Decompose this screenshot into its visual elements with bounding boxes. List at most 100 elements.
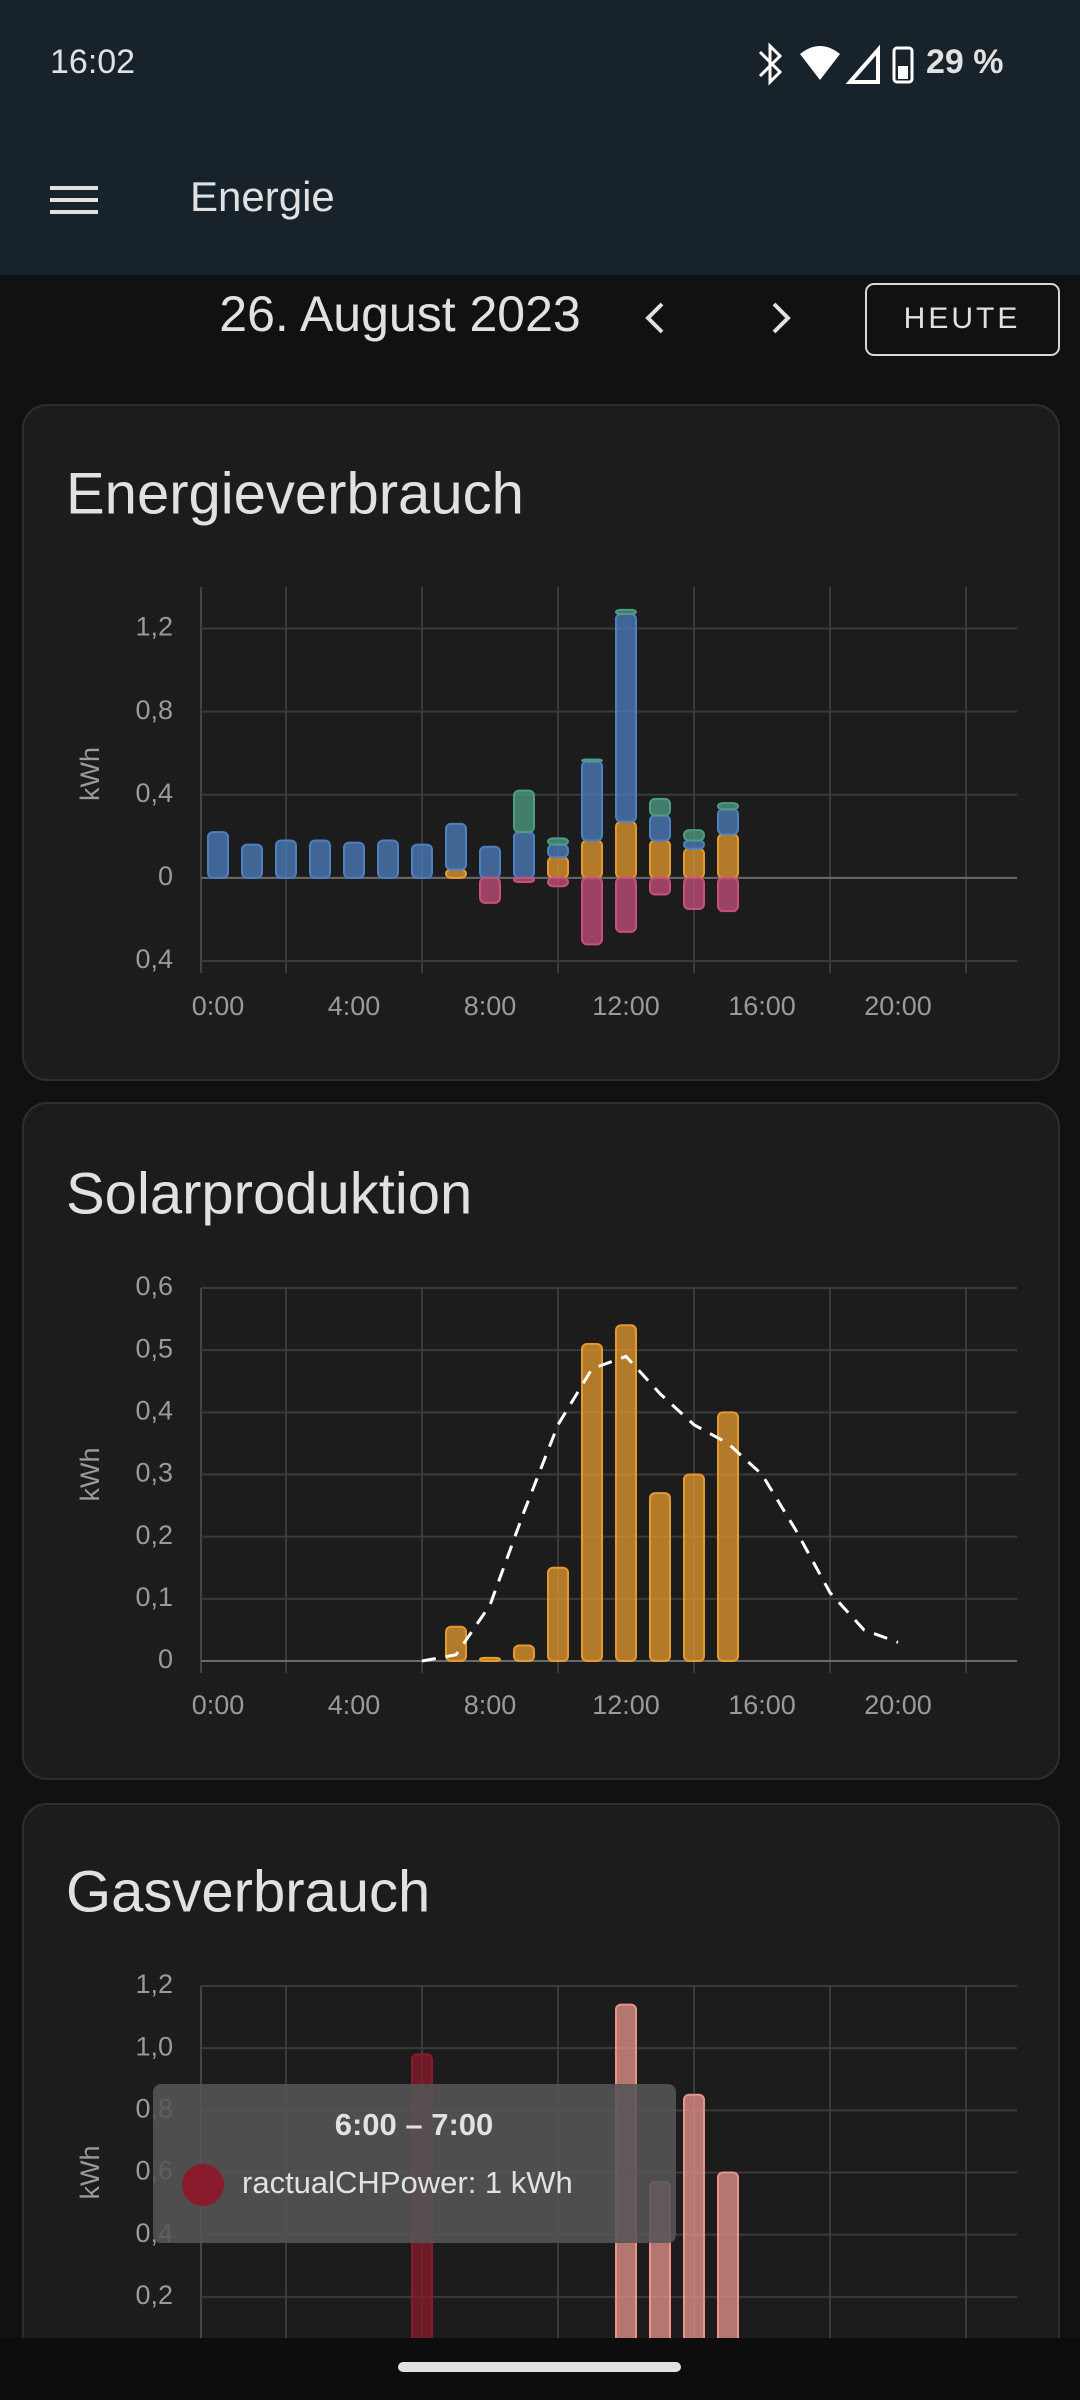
bar	[309, 839, 331, 879]
card-title: Solarproduktion	[66, 1161, 472, 1226]
x-tick-label: 20:00	[864, 991, 932, 1021]
y-tick-label: 1,2	[135, 1969, 173, 1999]
x-tick-label: 12:00	[592, 991, 660, 1021]
bar	[649, 814, 671, 842]
x-tick-label: 20:00	[864, 1690, 932, 1720]
bar	[547, 843, 569, 859]
bar	[717, 1411, 739, 1663]
bar	[615, 1324, 637, 1663]
y-tick-label: 0	[158, 861, 173, 891]
bar	[479, 1656, 501, 1663]
bar	[513, 1644, 535, 1663]
bar	[445, 1625, 467, 1663]
y-tick-label: 0,5	[135, 1333, 173, 1363]
bar	[717, 876, 739, 913]
bar	[683, 2093, 705, 2361]
bar	[717, 2171, 739, 2360]
date-label: 26. August 2023	[219, 286, 580, 342]
bar	[207, 831, 229, 879]
y-tick-label: 0,2	[135, 2280, 173, 2310]
bar	[615, 608, 637, 616]
status-battery: 29 %	[926, 43, 1004, 81]
bar	[241, 843, 263, 879]
bar	[717, 833, 739, 879]
x-tick-label: 4:00	[328, 1690, 381, 1720]
bar	[581, 876, 603, 946]
bar	[479, 845, 501, 879]
status-icons	[758, 42, 914, 86]
today-button[interactable]	[865, 283, 1060, 356]
bar	[581, 758, 603, 763]
x-tick-label: 8:00	[464, 991, 517, 1021]
bar	[581, 839, 603, 879]
bar	[717, 808, 739, 836]
y-tick-label: 0,3	[135, 1458, 173, 1488]
bar	[649, 839, 671, 879]
bar	[683, 847, 705, 879]
status-time: 16:02	[50, 43, 135, 81]
x-tick-label: 4:00	[328, 991, 381, 1021]
y-tick-label: 0	[158, 1644, 173, 1674]
bar	[377, 839, 399, 879]
menu-button[interactable]	[50, 186, 98, 214]
y-tick-label: 0,2	[135, 1520, 173, 1550]
bar	[615, 820, 637, 879]
y-tick-label: 0,4	[135, 944, 173, 974]
bar	[683, 1473, 705, 1662]
x-tick-label: 8:00	[464, 1690, 517, 1720]
tooltip: 6:00 – 7:00 ractualCHPower: 1 kWh	[153, 2084, 676, 2243]
forecast-line	[421, 1354, 899, 1663]
bar	[547, 876, 569, 888]
tooltip-title: 6:00 – 7:00	[335, 2107, 494, 2142]
card-title: Energieverbrauch	[66, 461, 524, 526]
y-axis-label: kWh	[75, 1448, 105, 1502]
x-tick-label: 0:00	[192, 991, 245, 1021]
y-axis-label: kWh	[75, 747, 105, 801]
bar	[445, 822, 467, 871]
bar	[411, 843, 433, 879]
bar	[717, 802, 739, 811]
bar	[275, 839, 297, 879]
bar	[683, 839, 705, 850]
app-bar	[0, 0, 1080, 275]
y-tick-label: 0,8	[135, 695, 173, 725]
bar	[683, 876, 705, 911]
bar	[615, 876, 637, 933]
y-tick-label: 1,2	[135, 612, 173, 642]
previous-day[interactable]	[645, 302, 664, 334]
y-tick-label: 1,0	[135, 2031, 173, 2061]
card	[22, 1102, 1060, 1780]
bar	[513, 831, 535, 879]
bar	[479, 876, 501, 904]
bar	[513, 789, 535, 834]
tooltip-box	[153, 2084, 676, 2243]
y-tick-label: 0,4	[135, 1395, 173, 1425]
y-tick-label: 0,4	[135, 778, 173, 808]
bar	[547, 856, 569, 879]
bar	[683, 829, 705, 842]
bar	[445, 868, 467, 879]
bar	[649, 876, 671, 896]
tooltip-swatch	[182, 2164, 224, 2206]
y-tick-label: 0,1	[135, 1582, 173, 1612]
bar	[649, 797, 671, 817]
x-tick-label: 16:00	[728, 1690, 796, 1720]
gesture-handle[interactable]	[398, 2362, 681, 2372]
x-tick-label: 12:00	[592, 1690, 660, 1720]
x-tick-label: 0:00	[192, 1690, 245, 1720]
bar	[581, 1342, 603, 1662]
today-button-label[interactable]: HEUTE	[904, 302, 1021, 335]
y-axis-label: kWh	[75, 2146, 105, 2200]
card-title: Gasverbrauch	[66, 1859, 430, 1924]
card	[22, 404, 1060, 1081]
app-title: Energie	[190, 173, 335, 220]
x-tick-label: 16:00	[728, 991, 796, 1021]
bar	[649, 1492, 671, 1663]
next-day[interactable]	[772, 302, 791, 334]
bar	[343, 841, 365, 879]
bar	[547, 1566, 569, 1662]
bar	[513, 876, 535, 884]
tooltip-label: ractualCHPower: 1 kWh	[242, 2165, 573, 2200]
y-tick-label: 0,6	[135, 1271, 173, 1301]
